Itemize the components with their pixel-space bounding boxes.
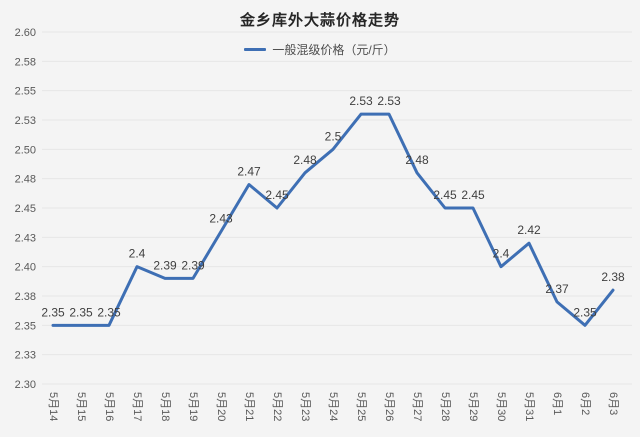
data-label: 2.35 [41,305,65,319]
data-label: 2.35 [97,305,121,319]
x-tick-label: 5月29 [467,392,479,421]
y-tick-label: 2.60 [15,27,36,39]
legend-label: 一般混级价格（元/斤） [272,43,396,57]
y-tick-label: 2.33 [15,350,36,362]
data-label: 2.47 [237,165,261,179]
x-tick-label: 5月28 [439,392,451,421]
x-tick-label: 6月3 [607,392,619,415]
data-label: 2.39 [181,258,205,272]
y-tick-label: 2.30 [15,379,36,391]
x-tick-label: 5月18 [159,392,171,421]
data-label: 2.48 [405,153,429,167]
x-tick-label: 5月14 [47,392,59,421]
legend-line-marker [244,48,267,51]
y-tick-label: 2.50 [15,144,36,156]
x-tick-label: 5月23 [299,392,311,421]
x-tick-label: 5月16 [103,392,115,421]
data-label: 2.53 [349,94,373,108]
data-label: 2.48 [293,153,317,167]
y-tick-label: 2.35 [15,320,36,332]
y-tick-label: 2.55 [15,86,36,98]
y-tick-label: 2.53 [15,115,36,127]
legend: 一般混级价格（元/斤） [0,41,640,58]
x-tick-label: 5月20 [215,392,227,421]
data-label: 2.45 [265,188,289,202]
x-tick-label: 5月22 [271,392,283,421]
data-label: 2.39 [153,258,177,272]
x-tick-label: 5月27 [411,392,423,421]
y-tick-label: 2.58 [15,56,36,68]
y-tick-label: 2.40 [15,262,36,274]
data-label: 2.38 [601,270,625,284]
data-label: 2.35 [69,305,93,319]
x-tick-label: 5月24 [327,392,339,421]
data-label: 2.43 [209,211,233,225]
data-label: 2.45 [433,188,457,202]
data-label: 2.45 [461,188,485,202]
y-tick-label: 2.38 [15,291,36,303]
x-tick-label: 6月1 [551,392,563,415]
x-tick-label: 5月15 [75,392,87,421]
chart-title: 金乡库外大蒜价格走势 [239,12,400,29]
x-tick-label: 5月19 [187,392,199,421]
data-label: 2.37 [545,282,569,296]
x-tick-label: 6月2 [579,392,591,415]
x-tick-label: 5月17 [131,392,143,421]
x-tick-label: 5月31 [523,392,535,421]
x-tick-label: 5月30 [495,392,507,421]
data-label: 2.35 [573,305,597,319]
x-tick-label: 5月26 [383,392,395,421]
y-tick-label: 2.48 [15,174,36,186]
data-label: 2.42 [517,223,541,237]
data-label: 2.53 [377,94,401,108]
data-label: 2.4 [129,247,146,261]
x-tick-label: 5月25 [355,392,367,421]
data-label: 2.5 [325,129,342,143]
y-tick-label: 2.45 [15,203,36,215]
x-tick-label: 5月21 [243,392,255,421]
y-tick-label: 2.43 [15,232,36,244]
price-line-series [51,112,615,327]
data-label: 2.4 [493,247,510,261]
